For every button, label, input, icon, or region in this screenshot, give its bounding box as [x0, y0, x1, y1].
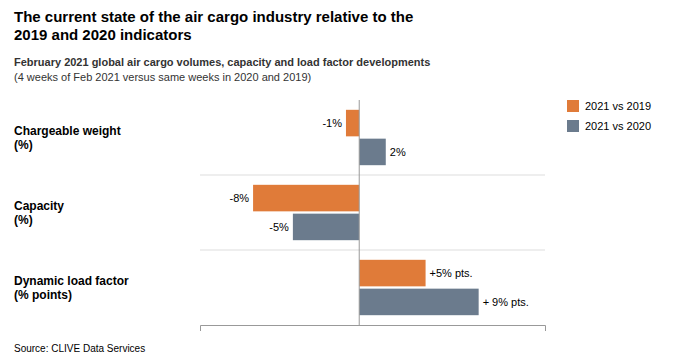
bar	[293, 214, 359, 241]
x-axis-line	[201, 326, 546, 332]
subtitle: February 2021 global air cargo volumes, …	[14, 56, 430, 68]
category-label: Chargeable weight(%)	[14, 124, 121, 152]
legend-swatch	[567, 100, 579, 112]
data-label: 2%	[390, 146, 406, 158]
x-axis	[201, 326, 546, 332]
bar	[346, 110, 359, 137]
text-line: The current state of the air cargo indus…	[14, 8, 413, 25]
text-line: Dynamic load factor	[14, 274, 129, 288]
text-line: (% points)	[14, 288, 72, 302]
legend-swatch	[567, 120, 579, 132]
title: The current state of the air cargo indus…	[14, 8, 413, 43]
data-label: -8%	[230, 192, 250, 204]
category-label: Dynamic load factor(% points)	[14, 274, 129, 302]
data-label: +5% pts.	[430, 267, 473, 279]
legend-item: 2021 vs 2020	[567, 120, 651, 132]
bar	[359, 289, 478, 316]
subtitle: (4 weeks of Feb 2021 versus same weeks i…	[14, 71, 311, 83]
text-line: Capacity	[14, 199, 64, 213]
bar	[253, 185, 359, 212]
text-line: (%)	[14, 213, 33, 227]
text-line: Chargeable weight	[14, 124, 121, 138]
legend-item: 2021 vs 2019	[567, 100, 651, 112]
text-line: 2019 and 2020 indicators	[14, 26, 192, 43]
text-line: (%)	[14, 138, 33, 152]
bars	[253, 110, 479, 315]
category-label: Capacity(%)	[14, 199, 64, 227]
data-label: + 9% pts.	[483, 296, 529, 308]
data-label: -1%	[322, 117, 342, 129]
zero-line	[359, 100, 360, 325]
legend-label: 2021 vs 2020	[585, 120, 651, 132]
group-separator	[200, 250, 545, 251]
group-separator	[200, 175, 545, 176]
data-label: -5%	[269, 221, 289, 233]
bar	[359, 260, 425, 287]
source: Source: CLIVE Data Services	[14, 343, 145, 354]
bar	[359, 139, 386, 166]
legend-label: 2021 vs 2019	[585, 100, 651, 112]
legend: 2021 vs 2019 2021 vs 2020	[567, 100, 651, 132]
